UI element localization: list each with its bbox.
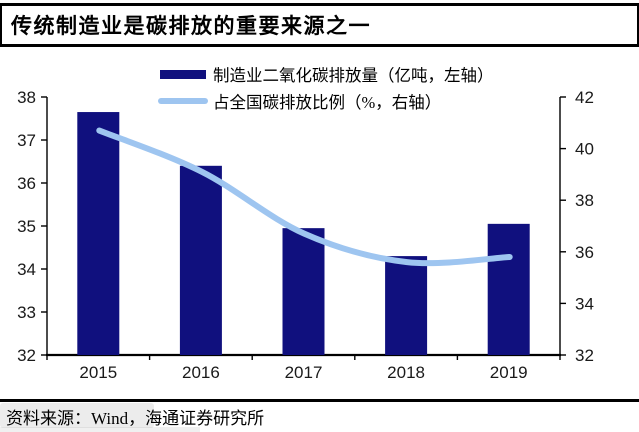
right-axis-tick-label: 34 [575, 294, 594, 313]
legend-item-label: 制造业二氧化碳排放量（亿吨，左轴） [213, 66, 494, 85]
bar [77, 112, 120, 355]
bar [179, 165, 222, 355]
footer-divider [0, 399, 639, 402]
right-axis-tick-label: 32 [575, 346, 594, 365]
figure-title: 传统制造业是碳排放的重要来源之一 [11, 14, 371, 38]
right-axis-tick-label: 38 [575, 191, 594, 210]
right-axis-tick-label: 42 [575, 88, 594, 107]
bar-legend-swatch [160, 69, 206, 79]
bar [487, 223, 530, 355]
figure-title-band: 传统制造业是碳排放的重要来源之一 [0, 3, 639, 47]
bar-series [77, 112, 530, 355]
left-axis-tick-label: 38 [17, 88, 36, 107]
trend-line [96, 127, 513, 267]
right-axis-tick-label: 40 [575, 140, 594, 159]
x-axis-tick-label: 2015 [79, 363, 117, 382]
legend-item-bar-series: 制造业二氧化碳排放量（亿吨，左轴） [160, 62, 494, 86]
line-series [96, 127, 513, 267]
x-axis-tick-label: 2016 [182, 363, 220, 382]
watermark [0, 403, 154, 428]
bar [385, 256, 428, 355]
left-axis-tick-label: 35 [17, 217, 36, 236]
left-axis-tick-label: 36 [17, 174, 36, 193]
watermark [0, 427, 200, 432]
x-axis-tick-label: 2018 [387, 363, 425, 382]
left-axis-tick-label: 33 [17, 303, 36, 322]
left-axis-tick-label: 37 [17, 131, 36, 150]
legend-item-label: 占全国碳排放比例（%，右轴） [213, 93, 442, 112]
bar [282, 228, 325, 355]
source-text: 资料来源：Wind，海通证券研究所 [6, 409, 265, 428]
x-axis-tick-label: 2019 [490, 363, 528, 382]
left-axis-tick-label: 32 [17, 346, 36, 365]
axis-labels: 38 37 36 35 34 33 32 42 40 38 36 34 32 2015 2016 2017 20… [17, 88, 594, 382]
x-axis-tick-label: 2017 [285, 363, 323, 382]
left-axis-tick-label: 34 [17, 260, 36, 279]
line-legend-swatch [158, 98, 208, 104]
legend-item-line-series: 占全国碳排放比例（%，右轴） [158, 89, 441, 113]
right-axis-tick-label: 36 [575, 243, 594, 262]
